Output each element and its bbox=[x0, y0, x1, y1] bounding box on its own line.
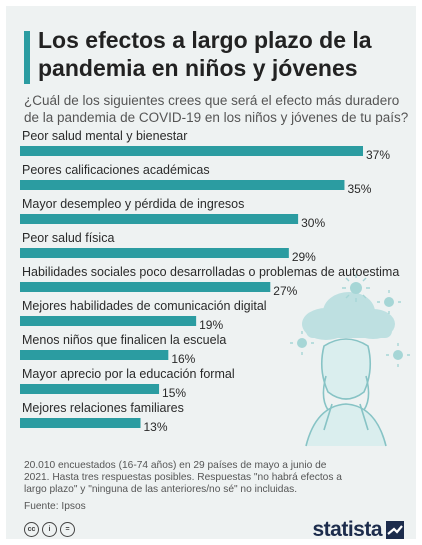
bar-value-label: 19% bbox=[199, 318, 223, 332]
bar-value-label: 29% bbox=[292, 250, 316, 264]
statista-logo[interactable]: statista bbox=[312, 518, 404, 539]
bar-category-label: Mejores habilidades de comunicación digi… bbox=[22, 299, 267, 313]
chart-title: Los efectos a largo plazo de la pandemia… bbox=[38, 27, 372, 81]
bar-category-label: Mayor desempleo y pérdida de ingresos bbox=[22, 197, 244, 211]
bar-value-label: 16% bbox=[171, 352, 195, 366]
bar-category-label: Habilidades sociales poco desarrolladas … bbox=[22, 265, 399, 279]
no-derivatives-icon[interactable]: = bbox=[60, 522, 75, 537]
license-icons[interactable]: cc i = bbox=[24, 522, 75, 537]
bar bbox=[20, 248, 289, 258]
bar-value-label: 35% bbox=[347, 182, 371, 196]
methodology-note: 20.010 encuestados (16-74 años) en 29 pa… bbox=[24, 460, 342, 495]
attribution-icon[interactable]: i bbox=[42, 522, 57, 537]
virus-icon bbox=[297, 282, 403, 360]
infographic-card: Los efectos a largo plazo de la pandemia… bbox=[6, 6, 416, 539]
bars-group: Peor salud mental y bienestar 37% Peores c… bbox=[20, 129, 399, 434]
virus-spikes bbox=[290, 274, 410, 367]
bar-category-label: Peor salud física bbox=[22, 231, 114, 245]
bar bbox=[20, 282, 271, 292]
bar bbox=[20, 316, 197, 326]
source-label: Fuente: Ipsos bbox=[24, 501, 86, 512]
bar-category-label: Mejores relaciones familiares bbox=[22, 401, 184, 415]
illustration bbox=[290, 274, 410, 447]
cloud-illustration bbox=[302, 292, 395, 340]
statista-logo-text: statista bbox=[312, 518, 382, 539]
bar-category-label: Menos niños que finalicen la escuela bbox=[22, 333, 226, 347]
person-illustration bbox=[305, 338, 387, 447]
bar bbox=[20, 214, 299, 224]
bar-value-label: 15% bbox=[162, 386, 186, 400]
statista-logo-mark-icon bbox=[386, 521, 404, 539]
bar bbox=[20, 180, 345, 190]
bar-category-label: Peores calificaciones académicas bbox=[22, 163, 210, 177]
cc-license-icon[interactable]: cc bbox=[24, 522, 39, 537]
bar bbox=[20, 146, 363, 156]
chart-subtitle: ¿Cuál de los siguientes crees que será e… bbox=[24, 93, 409, 125]
bar bbox=[20, 418, 141, 428]
bar-category-label: Mayor aprecio por la educación formal bbox=[22, 367, 235, 381]
bar bbox=[20, 384, 160, 394]
bar bbox=[20, 350, 169, 360]
bar-value-label: 37% bbox=[366, 148, 390, 162]
bar-value-label: 30% bbox=[301, 216, 325, 230]
bar-value-label: 13% bbox=[144, 420, 168, 434]
bar-chart: Peor salud mental y bienestar 37% Peores c… bbox=[20, 129, 410, 447]
bar-category-label: Peor salud mental y bienestar bbox=[22, 129, 187, 143]
title-accent-bar bbox=[24, 31, 30, 84]
bar-value-label: 27% bbox=[273, 284, 297, 298]
